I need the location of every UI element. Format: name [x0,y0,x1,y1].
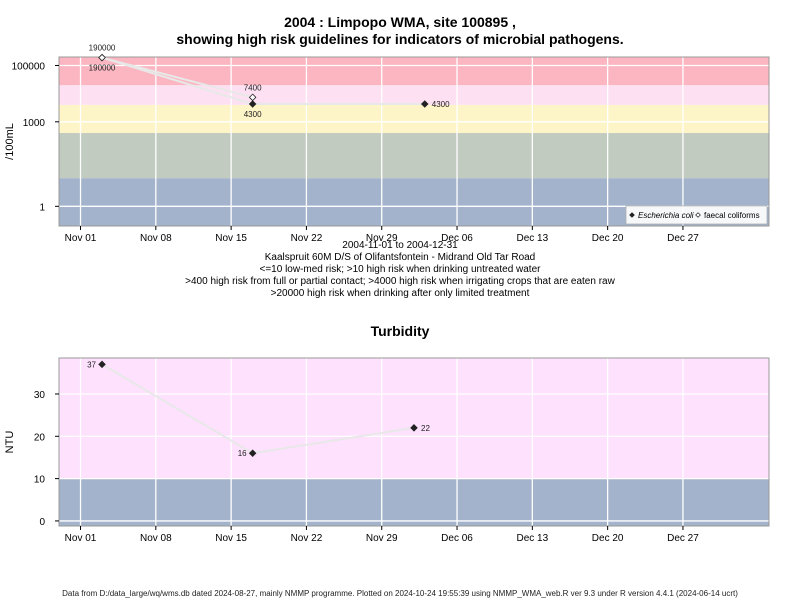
data-label: 16 [238,449,247,458]
x-tick-label: Nov 08 [140,533,172,544]
y-tick-label: 30 [34,390,46,401]
risk-band-3 [59,104,769,134]
plot-panel-2: Nov 01 Nov 08 Nov 15 Nov 22 Nov 29 Dec 06 Dec … [4,357,770,544]
legend-label: faecal coliforms [704,211,760,220]
plot-frame [58,56,770,227]
y-axis-label: /100mL [4,123,16,160]
data-label: 4300 [244,110,262,119]
risk-band-4 [59,85,769,105]
y-tick-label: 100000 [12,61,46,72]
x-tick-label: Dec 06 [441,533,473,544]
filled-diamond-point [410,424,418,432]
y-tick-label: 1 [39,202,45,213]
y-tick-label: 10 [34,475,46,486]
x-tick-label: Nov 15 [215,533,247,544]
x-tick-label: Dec 06 [441,233,473,244]
series-line [101,56,253,99]
x-tick-label: Nov 01 [65,533,97,544]
x-tick-label: Dec 27 [667,533,699,544]
y-tick-label: 1000 [23,118,46,129]
x-tick-label: Dec 20 [592,533,624,544]
open-diamond-point [248,93,257,102]
open-diamond-point [98,53,106,62]
chart-title-line-1: 2004 : Limpopo WMA, site 100895 , [284,14,516,30]
site-caption: Kaalspruit 60M D/S of Olifantsfontein - … [264,252,536,263]
risk-band-2 [59,133,769,179]
x-tick-label: Nov 22 [291,533,323,544]
data-label: 190000 [89,64,116,73]
x-tick-label: Nov 15 [215,233,247,244]
y-tick-label: 0 [39,517,45,528]
data-label: 190000 [89,44,116,53]
x-tick-label: Nov 22 [291,233,323,244]
y-axis-label: NTU [4,431,16,454]
risk-band-1 [59,478,769,526]
risk-note-3: >20000 high risk when drinking after onl… [270,288,530,299]
data-label: 22 [421,424,430,433]
filled-diamond-point [420,100,429,108]
plot-panel-1: Nov 01 Nov 08 Nov 15 Nov 22 Nov 29 Dec 06 Dec … [4,44,770,244]
legend-label: Escherichia coli [638,211,694,220]
legend-filled-diamond [629,212,635,218]
filled-diamond-point [248,449,257,457]
risk-note-1: <=10 low-med risk; >10 high risk when dr… [259,264,541,275]
legend: Escherichia coli faecal coliforms [625,205,768,225]
data-label: 4300 [432,100,450,109]
turbidity-title: Turbidity [370,323,430,339]
legend-open-diamond [695,212,701,218]
footer-note: Data from D:/data_large/wq/wms.db dated … [62,589,738,598]
date-range-caption: 2004-11-01 to 2004-12-31 [342,240,458,251]
x-tick-label: Dec 13 [516,533,548,544]
y-tick-label: 20 [34,432,46,443]
data-label: 37 [87,360,96,369]
risk-band-5 [59,57,769,86]
x-tick-label: Dec 13 [516,233,548,244]
plot-frame [58,357,770,527]
data-label: 7400 [244,83,262,92]
risk-note-2: >400 high risk from full or partial cont… [185,276,615,287]
x-tick-label: Dec 27 [667,233,699,244]
x-tick-label: Dec 20 [592,233,624,244]
chart-title-line-2: showing high risk guidelines for indicat… [176,31,624,47]
risk-band-2 [59,358,769,479]
filled-diamond-point [98,360,106,369]
x-tick-label: Nov 01 [65,233,97,244]
x-tick-label: Nov 29 [366,233,398,244]
x-tick-label: Nov 08 [140,233,172,244]
filled-diamond-point [248,100,257,108]
x-tick-label: Nov 29 [366,533,398,544]
